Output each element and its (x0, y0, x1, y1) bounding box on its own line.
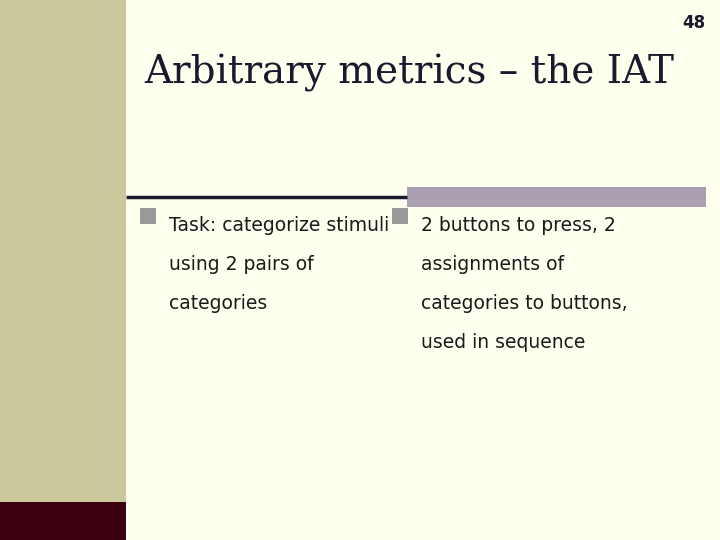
Text: categories: categories (169, 294, 267, 313)
Text: categories to buttons,: categories to buttons, (421, 294, 628, 313)
Text: assignments of: assignments of (421, 255, 564, 274)
Text: used in sequence: used in sequence (421, 333, 585, 352)
Text: 2 buttons to press, 2: 2 buttons to press, 2 (421, 216, 616, 235)
Bar (407, 187, 706, 207)
Bar (392, 208, 408, 224)
Text: Arbitrary metrics – the IAT: Arbitrary metrics – the IAT (144, 54, 674, 92)
Text: 48: 48 (683, 14, 706, 31)
Text: using 2 pairs of: using 2 pairs of (169, 255, 314, 274)
Bar (0, 502, 126, 540)
Text: Task: categorize stimuli: Task: categorize stimuli (169, 216, 390, 235)
Bar (140, 208, 156, 224)
Bar (0, 0, 126, 502)
